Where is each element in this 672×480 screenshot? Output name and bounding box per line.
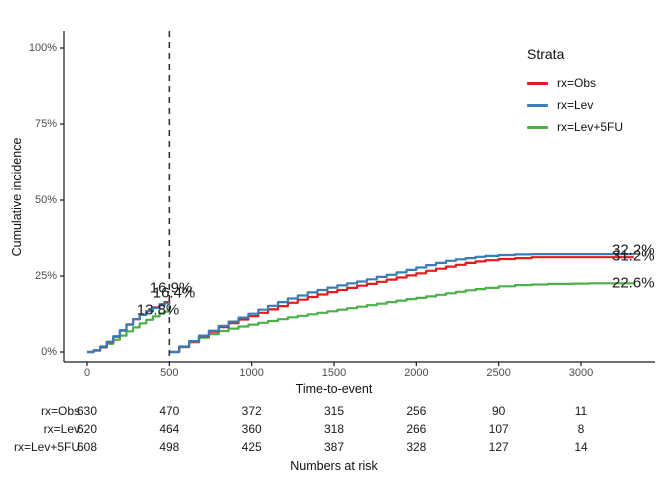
risk-row-label-lev: rx=Lev: [43, 422, 80, 436]
legend-item-label: rx=Lev: [557, 98, 594, 112]
risk-count: 470: [159, 404, 180, 418]
lev-line-swatch-icon: [527, 103, 548, 107]
lev5fu-line-swatch-icon: [527, 125, 548, 129]
risk-count: 14: [574, 440, 588, 454]
risk-count: 315: [323, 404, 345, 418]
landmark-label-lev5fu: 13.8%: [136, 301, 180, 319]
y-tick-label: 0%: [41, 346, 57, 358]
risk-count: 90: [491, 404, 506, 418]
risk-count: 630: [76, 404, 98, 418]
x-tick-label: 1500: [321, 367, 347, 379]
risk-count: 464: [159, 422, 180, 436]
x-axis-title: Time-to-event: [295, 382, 373, 396]
risk-count: 360: [241, 422, 262, 436]
risk-count: 11: [574, 404, 588, 418]
risk-count: 372: [241, 404, 262, 418]
risk-count: 107: [488, 422, 509, 436]
risk-count: 127: [488, 440, 509, 454]
risk-count: 328: [406, 440, 427, 454]
y-axis-title: Cumulative incidence: [10, 137, 24, 257]
y-tick-label: 25%: [34, 270, 57, 282]
legend-item-lev[interactable]: rx=Lev: [527, 94, 623, 116]
y-tick-label: 75%: [34, 118, 57, 130]
obs-line-swatch-icon: [527, 81, 548, 85]
legend-item-label: rx=Lev+5FU: [557, 120, 624, 134]
x-tick-label: 2000: [404, 367, 429, 379]
risk-count: 318: [323, 422, 345, 436]
y-tick-label: 100%: [28, 42, 57, 54]
end-label-lev5fu: 22.6%: [612, 274, 655, 292]
legend-title: Strata: [527, 46, 565, 62]
legend-item-obs[interactable]: rx=Obs: [527, 72, 623, 94]
x-tick-label: 2500: [486, 367, 511, 379]
landmark-label-lev: 16.4%: [152, 284, 196, 302]
legend: Strata rx=Obs rx=Lev rx=Lev+5FU: [527, 46, 623, 138]
risk-count: 8: [577, 422, 585, 436]
risk-count: 620: [76, 422, 98, 436]
risk-row-label-lev5fu: rx=Lev+5FU: [13, 440, 80, 454]
x-tick-label: 500: [160, 367, 179, 379]
risk-count: 608: [76, 440, 98, 454]
landmark-label-obs: 16.9%: [149, 279, 193, 297]
x-tick-label: 0: [83, 367, 91, 379]
legend-item-label: rx=Obs: [557, 76, 597, 90]
risk-count: 498: [159, 440, 180, 454]
risk-row-label-obs: rx=Obs: [40, 404, 80, 418]
risk-count: 256: [406, 404, 427, 418]
x-tick-label: 3000: [568, 367, 594, 379]
y-tick-label: 50%: [34, 194, 57, 206]
end-label-lev: 32.2%: [612, 241, 655, 259]
x-tick-label: 1000: [239, 367, 264, 379]
legend-item-lev5fu[interactable]: rx=Lev+5FU: [527, 116, 623, 138]
risk-count: 425: [241, 440, 262, 454]
risk-table-caption: Numbers at risk: [290, 459, 378, 473]
risk-count: 266: [406, 422, 427, 436]
end-label-obs: 31.2%: [612, 247, 655, 265]
risk-count: 387: [323, 440, 345, 454]
